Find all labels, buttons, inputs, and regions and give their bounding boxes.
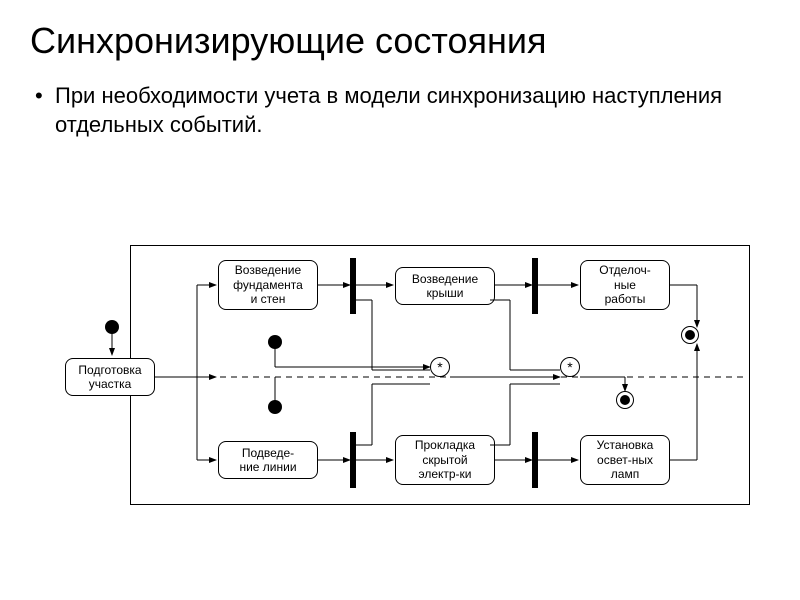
- sync-bar: [532, 432, 538, 488]
- sync-bar: [350, 258, 356, 314]
- sync-circle: *: [430, 357, 450, 377]
- end-state-inner: [620, 395, 630, 405]
- node-n4: Возведениекрыши: [395, 267, 495, 305]
- sync-circle: *: [560, 357, 580, 377]
- node-n6: Отделоч-ныеработы: [580, 260, 670, 310]
- node-n2: Возведениефундаментаи стен: [218, 260, 318, 310]
- node-n1: Подготовкаучастка: [65, 358, 155, 396]
- node-n7: Установкаосвет-ныхламп: [580, 435, 670, 485]
- node-n5: Прокладкаскрытойэлектр-ки: [395, 435, 495, 485]
- start-dot: [105, 320, 119, 334]
- start-dot: [268, 335, 282, 349]
- node-n3: Подведе-ние линии: [218, 441, 318, 479]
- bullet-text: При необходимости учета в модели синхрон…: [0, 72, 800, 149]
- sync-bar: [532, 258, 538, 314]
- page-title: Синхронизирующие состояния: [0, 0, 800, 72]
- start-dot: [268, 400, 282, 414]
- sync-bar: [350, 432, 356, 488]
- end-state-inner: [685, 330, 695, 340]
